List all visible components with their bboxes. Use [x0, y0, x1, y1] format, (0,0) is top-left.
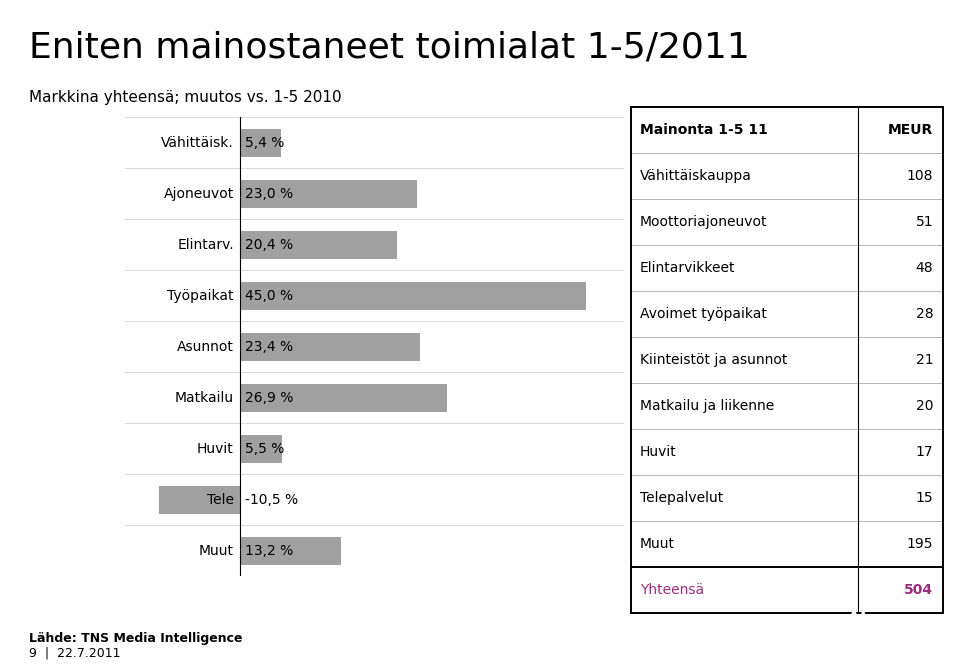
Text: 28: 28 [916, 307, 933, 321]
Text: Elintarvikkeet: Elintarvikkeet [640, 261, 735, 275]
Text: Eniten mainostaneet toimialat 1-5/2011: Eniten mainostaneet toimialat 1-5/2011 [29, 30, 750, 64]
Text: Muut: Muut [199, 543, 234, 557]
Text: MA: MA [843, 638, 876, 655]
Text: Markkina yhteensä; muutos vs. 1-5 2010: Markkina yhteensä; muutos vs. 1-5 2010 [29, 90, 342, 105]
Text: Huvit: Huvit [640, 445, 677, 459]
Bar [240, 129, 281, 157]
Text: 45,0 %: 45,0 % [245, 289, 293, 303]
Text: Telepalvelut: Telepalvelut [640, 491, 723, 505]
Text: 108: 108 [907, 170, 933, 183]
Text: 48: 48 [916, 261, 933, 275]
Text: Elintarv.: Elintarv. [178, 238, 234, 252]
Text: 20,4 %: 20,4 % [245, 238, 293, 252]
Text: Muut: Muut [640, 537, 675, 551]
Text: Matkailu: Matkailu [175, 391, 234, 405]
Text: Asunnot: Asunnot [177, 340, 234, 354]
Text: Yhteensä +14,0%: Yhteensä +14,0% [237, 584, 416, 601]
Text: Mainonta 1-5 11: Mainonta 1-5 11 [640, 123, 768, 137]
Bar [240, 281, 586, 310]
Text: Matkailu ja liikenne: Matkailu ja liikenne [640, 399, 775, 413]
Text: MEUR: MEUR [888, 123, 933, 137]
Text: 504: 504 [904, 583, 933, 597]
Bar [240, 333, 420, 360]
Text: 13,2 %: 13,2 % [245, 543, 293, 557]
Text: 195: 195 [907, 537, 933, 551]
Text: Vähittäisk.: Vähittäisk. [161, 136, 234, 150]
Text: Huvit: Huvit [197, 442, 234, 456]
Bar [159, 486, 240, 514]
Text: 26,9 %: 26,9 % [245, 391, 293, 405]
Text: 21: 21 [916, 353, 933, 367]
Text: Työpaikat: Työpaikat [167, 289, 234, 303]
Bar [240, 230, 396, 259]
Text: Yhteensä: Yhteensä [640, 583, 705, 597]
Text: Kiinteistöt ja asunnot: Kiinteistöt ja asunnot [640, 353, 787, 367]
Text: Ajoneuvot: Ajoneuvot [163, 187, 234, 201]
Bar [240, 180, 417, 208]
Text: Avoimet työpaikat: Avoimet työpaikat [640, 307, 767, 321]
Text: 5,5 %: 5,5 % [245, 442, 284, 456]
Text: 23,0 %: 23,0 % [245, 187, 293, 201]
Bar [240, 435, 282, 463]
Text: Tele: Tele [206, 492, 234, 507]
Text: 15: 15 [916, 491, 933, 505]
Text: 20: 20 [916, 399, 933, 413]
Text: 51: 51 [916, 215, 933, 229]
Text: Lähde: TNS Media Intelligence: Lähde: TNS Media Intelligence [29, 632, 242, 645]
Text: 17: 17 [916, 445, 933, 459]
Text: -10,5 %: -10,5 % [245, 492, 298, 507]
Text: 5,4 %: 5,4 % [245, 136, 284, 150]
Text: 9  |  22.7.2011: 9 | 22.7.2011 [29, 647, 120, 660]
Bar [240, 537, 342, 565]
Text: Moottoriajoneuvot: Moottoriajoneuvot [640, 215, 768, 229]
Bar [240, 384, 446, 412]
Text: AL: AL [847, 611, 872, 628]
Text: Vähittäiskauppa: Vähittäiskauppa [640, 170, 752, 183]
Text: 23,4 %: 23,4 % [245, 340, 293, 354]
